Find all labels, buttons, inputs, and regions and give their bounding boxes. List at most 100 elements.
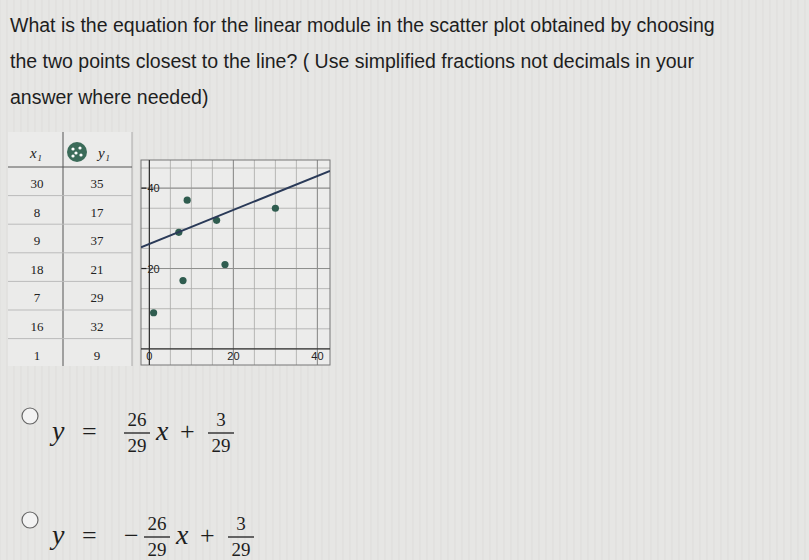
question-line: the two points closest to the line? ( Us… (10, 50, 694, 72)
screen-stripe (693, 0, 694, 560)
screen-stripe (476, 0, 477, 560)
screen-stripe (434, 0, 435, 560)
screen-stripe (742, 0, 743, 560)
screen-stripe (560, 0, 561, 560)
screen-stripe (504, 0, 505, 560)
y-tick-label: 20 (147, 263, 159, 275)
table-row-line (8, 338, 132, 339)
screen-stripe (140, 0, 141, 560)
answer-option[interactable]: y=2629x+329 (22, 408, 234, 456)
screen-stripe (770, 0, 771, 560)
table-cell: 9 (94, 348, 101, 363)
screen-stripe (518, 0, 519, 560)
math-text: x (155, 415, 169, 446)
table: x₁y₁30358179371821729163219 (8, 132, 132, 366)
grid-line-major (233, 160, 234, 365)
screen-stripe (672, 0, 673, 560)
math-text: 3 (236, 513, 246, 534)
scatter-point (150, 309, 157, 316)
screen-stripe (553, 0, 554, 560)
screen-stripe (0, 0, 1, 560)
grid-line (275, 160, 276, 365)
grid-line (254, 160, 255, 365)
screen-stripe (735, 0, 736, 560)
y-tick (141, 268, 146, 269)
screen-stripe (525, 0, 526, 560)
chart: 020402040 (141, 160, 330, 365)
math-text: x (175, 519, 189, 550)
table-cell: 35 (91, 176, 104, 191)
table-row-line (8, 281, 132, 282)
screen-stripe (406, 0, 407, 560)
screen-stripe (651, 0, 652, 560)
screen-stripe (546, 0, 547, 560)
screen-stripe (511, 0, 512, 560)
screen-stripe (700, 0, 701, 560)
screen-stripe (133, 0, 134, 560)
grid-line (233, 160, 234, 365)
grid-line-major (141, 188, 330, 189)
screen-stripe (399, 0, 400, 560)
screen-stripe (644, 0, 645, 560)
screen-stripe (532, 0, 533, 560)
screen-stripe (7, 0, 8, 560)
math-text: 3 (216, 409, 226, 430)
screen-stripe (490, 0, 491, 560)
answer-option[interactable]: y=−2629x+329 (22, 512, 254, 560)
screen-stripe (749, 0, 750, 560)
screen-stripe (707, 0, 708, 560)
series-icon-dot (71, 147, 74, 150)
page: What is the equation for the linear modu… (0, 0, 809, 560)
screen-stripe (665, 0, 666, 560)
grid-line (141, 268, 330, 269)
grid-line (170, 160, 171, 365)
x-tick-label: 0 (146, 350, 152, 362)
fraction-bar (208, 432, 234, 433)
screen-stripe (469, 0, 470, 560)
screen-stripe (609, 0, 610, 560)
math-text: 29 (212, 435, 231, 456)
fraction-bar (144, 536, 170, 537)
scatter-point (184, 197, 191, 204)
math-text: = (82, 417, 97, 446)
screen-stripe (637, 0, 638, 560)
math-text: y (49, 415, 65, 446)
y-tick-label: 40 (147, 182, 159, 194)
series-icon-dot (79, 153, 82, 156)
series-icon (67, 142, 87, 162)
screen-stripe (413, 0, 414, 560)
screen-stripe (357, 0, 358, 560)
screen-stripe (763, 0, 764, 560)
table-row-line (8, 252, 132, 253)
screen-stripe (714, 0, 715, 560)
math-text: 29 (148, 539, 167, 560)
radio-button[interactable] (22, 408, 38, 424)
fraction-bar (228, 536, 254, 537)
screen-stripe (462, 0, 463, 560)
fit-line (141, 171, 330, 247)
question-line: answer where needed) (10, 86, 208, 108)
grid-line (141, 328, 330, 329)
screen-stripe (784, 0, 785, 560)
table-row-line (8, 310, 132, 311)
plot-bg (141, 160, 330, 365)
screen-stripe (728, 0, 729, 560)
radio-button[interactable] (22, 512, 38, 528)
math-text: 26 (128, 409, 147, 430)
grid-line (141, 248, 330, 249)
fraction-bar (124, 432, 150, 433)
screen-stripe (497, 0, 498, 560)
question-line: What is the equation for the linear modu… (10, 14, 715, 36)
grid-line (141, 308, 330, 309)
screen-stripe (623, 0, 624, 560)
grid-line-major (317, 160, 318, 365)
y-tick (141, 188, 146, 189)
math-text: + (200, 521, 215, 550)
series-icon-dot (78, 146, 81, 149)
table-header: y₁ (96, 145, 110, 161)
x-tick-label: 20 (227, 350, 239, 362)
scatter-point (179, 277, 186, 284)
screen-stripe (679, 0, 680, 560)
screen-stripe (392, 0, 393, 560)
table-cell: 37 (91, 233, 105, 248)
